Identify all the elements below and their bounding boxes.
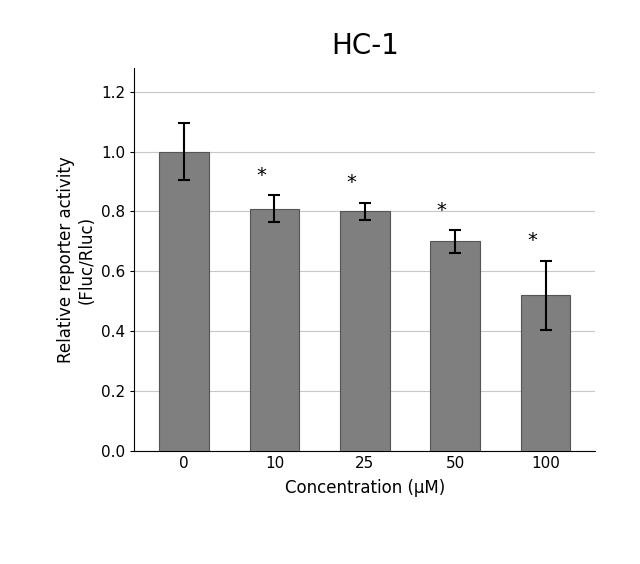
X-axis label: Concentration (μM): Concentration (μM) bbox=[285, 479, 445, 497]
Text: *: * bbox=[346, 173, 356, 192]
Text: *: * bbox=[436, 201, 447, 219]
Bar bbox=[340, 212, 390, 451]
Bar bbox=[521, 296, 570, 451]
Y-axis label: Relative reporter activity
(Fluc/Rluc): Relative reporter activity (Fluc/Rluc) bbox=[57, 156, 95, 363]
Bar bbox=[430, 241, 480, 451]
Bar bbox=[159, 152, 209, 451]
Text: *: * bbox=[256, 165, 266, 184]
Text: *: * bbox=[527, 231, 537, 250]
Title: HC-1: HC-1 bbox=[331, 32, 399, 60]
Bar bbox=[250, 209, 300, 451]
